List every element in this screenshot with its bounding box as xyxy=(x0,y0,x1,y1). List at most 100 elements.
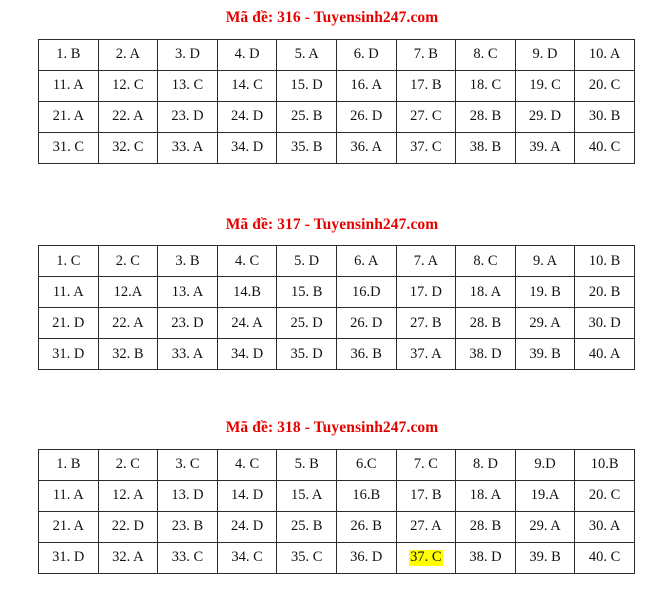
answer-cell[interactable]: 36. D xyxy=(335,541,397,574)
answer-cell[interactable]: 15. A xyxy=(276,479,337,512)
answer-cell[interactable]: 30. A xyxy=(574,510,635,543)
answer-cell[interactable]: 12. A xyxy=(97,479,159,512)
answer-cell[interactable]: 6.C xyxy=(335,448,397,481)
answer-cell[interactable]: 21. A xyxy=(38,510,99,543)
answer-cell[interactable]: 11. A xyxy=(38,276,99,308)
answer-cell[interactable]: 12. C xyxy=(97,69,159,102)
answer-cell[interactable]: 3. B xyxy=(157,245,218,277)
answer-cell[interactable]: 16.B xyxy=(335,479,397,512)
answer-cell[interactable]: 29. A xyxy=(514,307,576,339)
answer-cell[interactable]: 24. D xyxy=(216,100,278,133)
answer-cell[interactable]: 27. A xyxy=(395,510,457,543)
answer-cell[interactable]: 35. C xyxy=(276,541,337,574)
answer-cell[interactable]: 12.A xyxy=(97,276,159,308)
answer-cell[interactable]: 7. C xyxy=(395,448,457,481)
answer-cell[interactable]: 38. D xyxy=(455,541,516,574)
answer-cell[interactable]: 5. B xyxy=(276,448,337,481)
answer-cell[interactable]: 18. A xyxy=(455,276,516,308)
answer-cell[interactable]: 3. C xyxy=(157,448,218,481)
answer-cell[interactable]: 19. B xyxy=(514,276,576,308)
answer-cell[interactable]: 2. C xyxy=(97,448,159,481)
answer-cell[interactable]: 37. C xyxy=(395,131,457,164)
answer-cell[interactable]: 22. A xyxy=(97,307,159,339)
answer-cell[interactable]: 28. B xyxy=(455,100,516,133)
answer-cell[interactable]: 31. C xyxy=(38,131,99,164)
answer-cell[interactable]: 26. B xyxy=(335,510,397,543)
answer-cell[interactable]: 20. B xyxy=(574,276,635,308)
answer-cell[interactable]: 28. B xyxy=(455,510,516,543)
answer-cell[interactable]: 9. A xyxy=(514,245,576,277)
answer-cell[interactable]: 40. C xyxy=(574,541,635,574)
answer-cell[interactable]: 17. B xyxy=(395,479,457,512)
answer-cell[interactable]: 22. A xyxy=(97,100,159,133)
answer-cell[interactable]: 13. C xyxy=(157,69,218,102)
answer-cell[interactable]: 1. C xyxy=(38,245,99,277)
answer-cell[interactable]: 4. D xyxy=(216,38,278,71)
answer-cell[interactable]: 26. D xyxy=(335,307,397,339)
answer-cell[interactable]: 22. D xyxy=(97,510,159,543)
answer-cell[interactable]: 20. C xyxy=(574,69,635,102)
answer-cell[interactable]: 36. A xyxy=(335,131,397,164)
answer-cell[interactable]: 4. C xyxy=(216,245,278,277)
answer-cell[interactable]: 9.D xyxy=(514,448,576,481)
answer-cell[interactable]: 23. D xyxy=(157,100,218,133)
answer-cell[interactable]: 36. B xyxy=(335,338,397,370)
answer-cell[interactable]: 25. D xyxy=(276,307,337,339)
answer-cell[interactable]: 39. A xyxy=(514,131,576,164)
answer-cell[interactable]: 7. A xyxy=(395,245,457,277)
answer-cell[interactable]: 2. C xyxy=(97,245,159,277)
answer-cell[interactable]: 8. C xyxy=(455,245,516,277)
answer-cell[interactable]: 32. B xyxy=(97,338,159,370)
answer-cell[interactable]: 30. D xyxy=(574,307,635,339)
answer-cell[interactable]: 23. D xyxy=(157,307,218,339)
answer-cell[interactable]: 6. A xyxy=(335,245,397,277)
answer-cell[interactable]: 40. A xyxy=(574,338,635,370)
answer-cell[interactable]: 34. D xyxy=(216,131,278,164)
answer-cell[interactable]: 31. D xyxy=(38,541,99,574)
answer-cell[interactable]: 15. D xyxy=(276,69,337,102)
answer-cell[interactable]: 11. A xyxy=(38,479,99,512)
answer-cell[interactable]: 8. D xyxy=(455,448,516,481)
answer-cell[interactable]: 18. A xyxy=(455,479,516,512)
answer-cell[interactable]: 10. A xyxy=(574,38,635,71)
answer-cell[interactable]: 21. A xyxy=(38,100,99,133)
answer-cell[interactable]: 27. B xyxy=(395,307,457,339)
answer-cell[interactable]: 6. D xyxy=(335,38,397,71)
answer-cell[interactable]: 24. A xyxy=(216,307,278,339)
answer-cell[interactable]: 19.A xyxy=(514,479,576,512)
answer-cell[interactable]: 28. B xyxy=(455,307,516,339)
answer-cell[interactable]: 20. C xyxy=(574,479,635,512)
answer-cell[interactable]: 16.D xyxy=(335,276,397,308)
answer-cell[interactable]: 38. B xyxy=(455,131,516,164)
answer-cell[interactable]: 39. B xyxy=(514,338,576,370)
answer-cell[interactable]: 11. A xyxy=(38,69,99,102)
answer-cell[interactable]: 34. D xyxy=(216,338,278,370)
answer-cell[interactable]: 33. A xyxy=(157,338,218,370)
answer-cell[interactable]: 35. B xyxy=(276,131,337,164)
answer-cell[interactable]: 14. C xyxy=(216,69,278,102)
answer-cell[interactable]: 19. C xyxy=(514,69,576,102)
answer-cell[interactable]: 31. D xyxy=(38,338,99,370)
answer-cell[interactable]: 17. D xyxy=(395,276,457,308)
answer-cell[interactable]: 29. D xyxy=(514,100,576,133)
answer-cell[interactable]: 35. D xyxy=(276,338,337,370)
answer-cell[interactable]: 37. A xyxy=(395,338,457,370)
answer-cell[interactable]: 24. D xyxy=(216,510,278,543)
answer-cell[interactable]: 34. C xyxy=(216,541,278,574)
answer-cell[interactable]: 3. D xyxy=(157,38,218,71)
answer-cell[interactable]: 30. B xyxy=(574,100,635,133)
answer-cell[interactable]: 10.B xyxy=(574,448,635,481)
answer-cell[interactable]: 21. D xyxy=(38,307,99,339)
answer-cell[interactable]: 10. B xyxy=(574,245,635,277)
answer-cell[interactable]: 13. D xyxy=(157,479,218,512)
answer-cell[interactable]: 5. A xyxy=(276,38,337,71)
answer-cell[interactable]: 27. C xyxy=(395,100,457,133)
answer-cell[interactable]: 33. A xyxy=(157,131,218,164)
answer-cell[interactable]: 38. D xyxy=(455,338,516,370)
answer-cell[interactable]: 14. D xyxy=(216,479,278,512)
answer-cell[interactable]: 32. A xyxy=(97,541,159,574)
answer-cell[interactable]: 33. C xyxy=(157,541,218,574)
answer-cell[interactable]: 13. A xyxy=(157,276,218,308)
answer-cell[interactable]: 7. B xyxy=(395,38,457,71)
answer-cell[interactable]: 4. C xyxy=(216,448,278,481)
